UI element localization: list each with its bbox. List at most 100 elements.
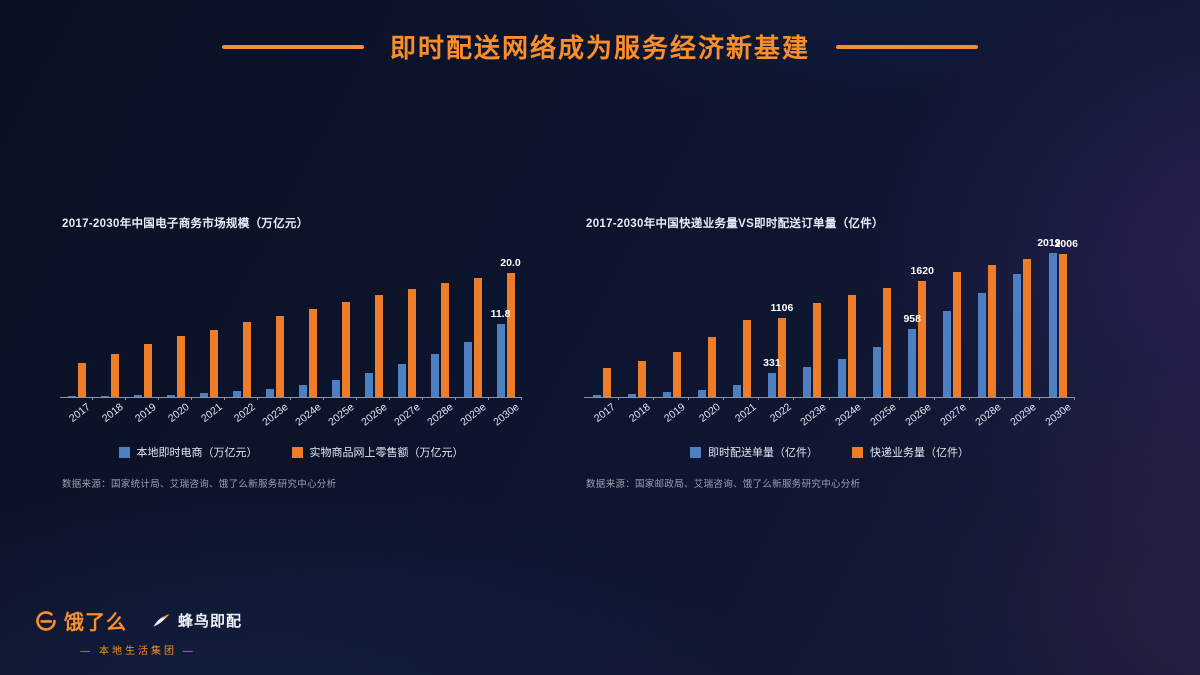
bar-group: 2025e — [865, 245, 900, 428]
bar-group: 2028e — [970, 245, 1006, 428]
fengniao-logo: 蜂鸟即配 — [151, 610, 242, 631]
x-axis-label: 2025e — [868, 401, 899, 429]
blue-series-bar — [838, 359, 847, 397]
blue-series-bar — [133, 395, 142, 397]
blue-series-bar — [978, 293, 987, 397]
blue-series-bar — [1013, 274, 1022, 397]
hummingbird-icon — [153, 614, 170, 627]
x-axis-label: 2019 — [662, 401, 689, 425]
blue-series-bar — [767, 373, 776, 397]
x-axis-label: 2021 — [732, 401, 759, 425]
bar-group: 2020 — [689, 245, 725, 425]
bar-group: 2017 — [60, 245, 93, 425]
bar-value-label: 958 — [903, 312, 921, 325]
bar-group: 2028e — [423, 245, 456, 428]
legend-swatch — [118, 446, 130, 458]
bar-group: 2023e — [794, 245, 830, 428]
orange-series-bar — [506, 272, 515, 397]
legend-swatch — [690, 446, 701, 458]
blue-series-bar — [430, 353, 439, 397]
brand-tagline: — 本地生活集团 — — [80, 646, 196, 657]
brand-footer: 饿了么 蜂鸟即配 — 本地生活集团 — — [34, 606, 242, 657]
bar-group: 2017 — [584, 245, 620, 425]
chart-legend: 本地即时电商（万亿元） 实物商品网上零售额（万亿元） — [60, 444, 522, 460]
orange-series-bar — [742, 319, 751, 397]
orange-series-bar — [110, 353, 119, 397]
source-note: 数据来源：国家邮政局、艾瑞咨询、饿了么新服务研究中心分析 — [586, 479, 861, 490]
x-axis-label: 2021 — [199, 401, 225, 425]
slide-header: 即时配送网络成为服务经济新基建 — [0, 0, 1200, 65]
bar-value-label: 2006 — [1054, 237, 1078, 250]
bar-group: 2023e — [258, 245, 291, 428]
orange-series-bar — [953, 272, 962, 397]
bar-value-label: 1106 — [770, 302, 794, 314]
x-axis-label: 2022 — [232, 401, 258, 425]
eleme-logo-text: 饿了么 — [64, 612, 127, 634]
blue-series-bar — [232, 391, 241, 397]
orange-series-bar — [1058, 253, 1067, 397]
orange-series-bar — [209, 329, 218, 397]
blue-series-bar — [166, 394, 175, 397]
blue-series-bar — [364, 373, 373, 397]
bar-value-label: 2019 — [1037, 236, 1061, 249]
blue-series-bar — [662, 392, 671, 397]
bar-group: 2027e — [390, 245, 423, 428]
bar-group: 958 1620 2026e — [900, 245, 935, 428]
x-axis-label: 2027e — [392, 401, 423, 429]
legend-label: 实物商品网上零售额（万亿元） — [309, 447, 464, 459]
legend-swatch — [852, 446, 863, 458]
ecommerce-market-chart: 2017-2030年中国电子商务市场规模（万亿元） 2017 2018 2019 20… — [60, 215, 522, 490]
blue-series-bar — [199, 393, 208, 397]
x-axis-label: 2018 — [627, 401, 654, 425]
blue-series-bar — [943, 311, 952, 397]
orange-series-bar — [602, 368, 611, 397]
blue-series-bar — [627, 393, 636, 397]
bar-group: 2021 — [192, 245, 225, 425]
bar-group: 2027e — [935, 245, 970, 428]
blue-series-bar — [397, 364, 406, 397]
bar-group: 2024e — [291, 245, 324, 428]
blue-series-bar — [1048, 252, 1057, 397]
orange-series-bar — [1023, 259, 1032, 397]
bar-value-label: 1620 — [910, 265, 934, 278]
orange-series-bar — [176, 336, 185, 397]
eleme-logo-icon — [36, 610, 56, 631]
orange-series-bar — [374, 295, 383, 397]
blue-series-bar — [697, 389, 706, 397]
eleme-logo: 饿了么 — [34, 606, 127, 635]
x-axis-label: 2020 — [697, 401, 724, 425]
x-axis-label: 2028e — [973, 401, 1004, 429]
bar-value-label: 331 — [763, 357, 781, 370]
blue-series-bar — [265, 388, 274, 397]
legend-item: 本地即时电商（万亿元） — [118, 444, 258, 460]
legend-label: 即时配送单量（亿件） — [708, 447, 818, 459]
x-axis-label: 2025e — [326, 401, 357, 429]
orange-series-bar — [242, 322, 251, 397]
orange-series-bar — [707, 337, 716, 397]
bar-group: 2029e — [1005, 245, 1041, 428]
legend-label: 本地即时电商（万亿元） — [136, 447, 258, 459]
bar-group: 11.8 20.0 2030e — [489, 245, 522, 428]
bar-group: 2026e — [357, 245, 390, 428]
x-axis-label: 2027e — [938, 401, 969, 429]
legend-item: 即时配送单量（亿件） — [690, 444, 818, 460]
orange-series-bar — [672, 351, 681, 397]
blue-series-bar — [873, 347, 882, 397]
legend-swatch — [291, 446, 303, 458]
bar-group: 2019 2006 2030e — [1037, 237, 1078, 429]
x-axis-label: 2030e — [491, 401, 522, 429]
orange-series-bar — [77, 362, 86, 397]
bar-value-label: 20.0 — [500, 256, 521, 269]
charts-row: 2017-2030年中国电子商务市场规模（万亿元） 2017 2018 2019 20… — [0, 215, 1200, 490]
x-axis-label: 2018 — [100, 401, 126, 425]
x-axis-label: 2026e — [903, 401, 934, 429]
bar-group: 2022 — [225, 245, 258, 425]
bar-group: 2025e — [324, 245, 357, 428]
orange-series-bar — [777, 318, 786, 397]
orange-series-bar — [848, 294, 857, 397]
blue-series-bar — [732, 385, 741, 397]
blue-series-bar — [100, 395, 109, 397]
chart-legend: 即时配送单量（亿件） 快递业务量（亿件） — [584, 444, 1075, 460]
legend-item: 实物商品网上零售额（万亿元） — [291, 444, 464, 460]
